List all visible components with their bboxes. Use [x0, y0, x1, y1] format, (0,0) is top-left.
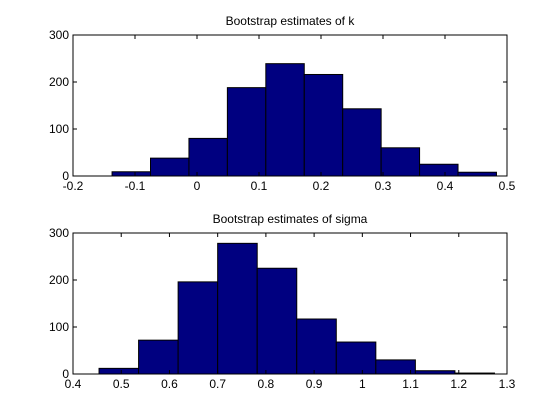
histogram-bar	[303, 73, 344, 177]
x-tick-label: 0.5	[499, 179, 516, 193]
histogram-bar	[265, 63, 305, 177]
x-tick-label: 1	[359, 377, 366, 391]
x-tick-label: 0	[194, 179, 201, 193]
histogram-bar	[457, 171, 497, 177]
histogram-bar	[138, 339, 179, 375]
x-tick-label: -0.2	[63, 179, 84, 193]
histogram-bar	[375, 359, 416, 375]
y-tick-label: 300	[49, 226, 69, 240]
plot-frame	[72, 34, 508, 177]
y-tick-label: 0	[62, 169, 69, 183]
histogram-bar	[256, 267, 298, 375]
plot-frame	[72, 232, 508, 375]
histogram-sigma: Bootstrap estimates of sigma 0.4 0.5 0.6 0.…	[49, 212, 516, 391]
y-tick-label: 300	[49, 28, 69, 42]
x-tick-label: 1.1	[402, 377, 419, 391]
histogram-bar	[335, 341, 377, 375]
x-tick-label: 0.8	[258, 377, 275, 391]
y-tick-label: 200	[49, 75, 69, 89]
y-tick-label: 100	[49, 320, 69, 334]
x-tick-label: 0.7	[209, 377, 226, 391]
histogram-bar	[111, 171, 151, 177]
chart-title: Bootstrap estimates of k	[226, 14, 356, 28]
x-tick-label: 0.4	[65, 377, 82, 391]
chart-title: Bootstrap estimates of sigma	[213, 212, 368, 226]
x-tick-label: 1.2	[450, 377, 467, 391]
x-tick-label: 1.3	[499, 377, 516, 391]
x-tick-label: 0.6	[161, 377, 178, 391]
histogram-bar	[342, 108, 382, 177]
histogram-bar	[296, 318, 337, 375]
histogram-bar	[150, 157, 190, 177]
x-tick-label: 0.5	[113, 377, 130, 391]
histogram-bar	[217, 242, 258, 375]
histogram-bar	[419, 163, 459, 177]
x-tick-label: 0.2	[313, 179, 330, 193]
y-tick-label: 200	[49, 273, 69, 287]
x-tick-label: 0.3	[375, 179, 392, 193]
histogram-bar	[188, 137, 228, 177]
x-tick-label: 0.1	[251, 179, 268, 193]
x-tick-label: -0.1	[125, 179, 146, 193]
histogram-bar	[380, 147, 421, 177]
x-tick-label: 0.9	[306, 377, 323, 391]
histogram-k: Bootstrap estimates of k -0.2 -0.1 0 0.1 0.2…	[49, 14, 516, 193]
x-tick-label: 0.4	[437, 179, 454, 193]
histogram-bar	[226, 87, 267, 177]
y-tick-label: 0	[62, 367, 69, 381]
histogram-bar	[177, 281, 219, 375]
y-tick-label: 100	[49, 122, 69, 136]
histogram-bar	[98, 367, 140, 375]
